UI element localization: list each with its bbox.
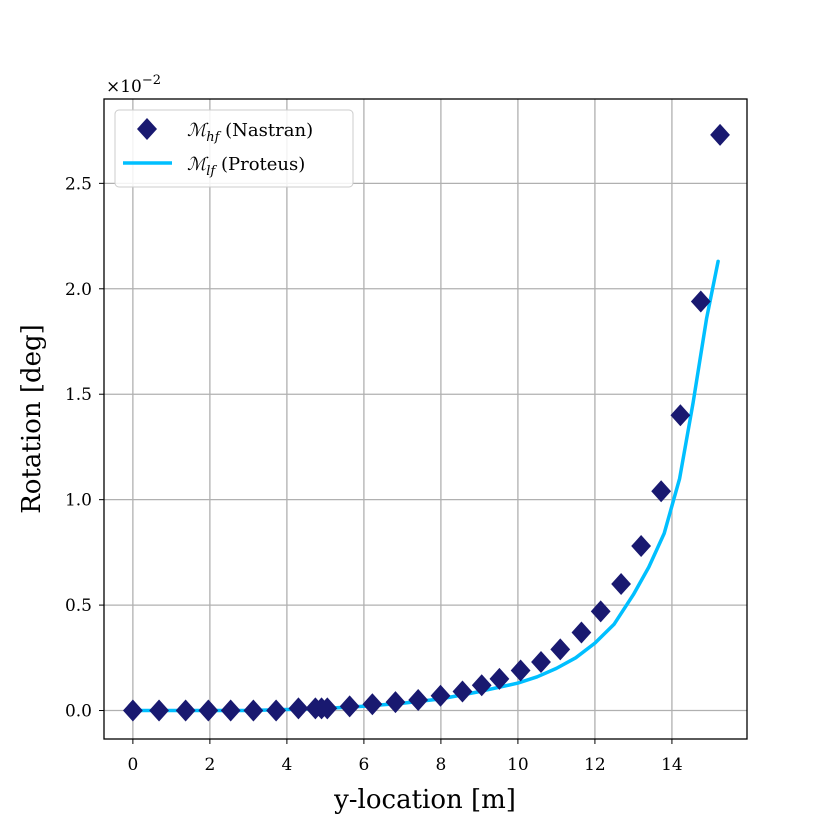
y-tick-label: 2.5 bbox=[65, 174, 92, 194]
hf-data-point bbox=[339, 695, 360, 718]
y-tick-label: 1.0 bbox=[65, 491, 92, 511]
hf-data-point bbox=[550, 638, 571, 661]
x-tick-label: 12 bbox=[584, 755, 606, 775]
grid bbox=[104, 99, 747, 739]
ticks: 0 2 4 6 8 10 12 14 0.0 0.5 1.0 1.5 2.0 2.5 bbox=[65, 174, 683, 775]
hf-data-point bbox=[531, 651, 551, 674]
hf-data-point bbox=[175, 699, 196, 722]
legend-lf-label: ℳlf (Proteus) bbox=[187, 154, 305, 179]
x-tick-label: 0 bbox=[127, 755, 138, 775]
x-tick-label: 10 bbox=[507, 755, 529, 775]
hf-data-point bbox=[651, 480, 672, 503]
plot-frame bbox=[103, 98, 748, 740]
hf-data-point bbox=[631, 535, 652, 558]
x-tick-label: 8 bbox=[435, 755, 446, 775]
x-axis-label: y-location [m] bbox=[333, 785, 516, 815]
hf-data-point bbox=[266, 699, 287, 722]
hf-data-point bbox=[430, 684, 451, 707]
x-tick-label: 4 bbox=[281, 755, 292, 775]
y-tick-label: 0.5 bbox=[65, 596, 92, 616]
hf-data-point bbox=[288, 697, 309, 720]
legend-hf-marker bbox=[137, 118, 157, 140]
hf-data-point bbox=[408, 688, 429, 711]
hf-data-point bbox=[590, 600, 611, 623]
hf-data-point bbox=[149, 699, 169, 722]
hf-data-point bbox=[471, 674, 492, 697]
hf-data-point bbox=[198, 699, 219, 722]
lf-series bbox=[131, 259, 720, 713]
x-tick-label: 2 bbox=[204, 755, 215, 775]
hf-data-point bbox=[362, 693, 383, 716]
y-scale-factor: ×10−2 bbox=[106, 73, 161, 97]
legend: ℳhf (Nastran) ℳlf (Proteus) bbox=[114, 109, 354, 188]
hf-data-point bbox=[489, 667, 510, 690]
legend-hf-label: ℳhf (Nastran) bbox=[187, 120, 313, 145]
hf-data-point bbox=[220, 699, 241, 722]
hf-data-point bbox=[317, 697, 338, 720]
hf-data-point bbox=[690, 290, 711, 313]
hf-data-point bbox=[385, 691, 406, 714]
hf-data-point bbox=[122, 699, 143, 722]
y-axis-label: Rotation [deg] bbox=[17, 324, 47, 514]
hf-data-point bbox=[452, 680, 473, 703]
hf-series bbox=[122, 123, 730, 722]
y-tick-label: 1.5 bbox=[65, 385, 92, 405]
x-tick-label: 6 bbox=[358, 755, 369, 775]
y-tick-label: 2.0 bbox=[65, 280, 92, 300]
legend-box bbox=[114, 109, 354, 188]
lf-series-line bbox=[131, 259, 720, 713]
hf-data-point bbox=[243, 699, 264, 722]
hf-data-point bbox=[510, 659, 531, 682]
hf-data-point bbox=[670, 404, 691, 427]
hf-data-point bbox=[710, 123, 730, 146]
hf-data-point bbox=[611, 573, 631, 596]
y-tick-label: 0.0 bbox=[65, 702, 92, 722]
x-tick-label: 14 bbox=[661, 755, 683, 775]
hf-data-point bbox=[571, 621, 592, 644]
